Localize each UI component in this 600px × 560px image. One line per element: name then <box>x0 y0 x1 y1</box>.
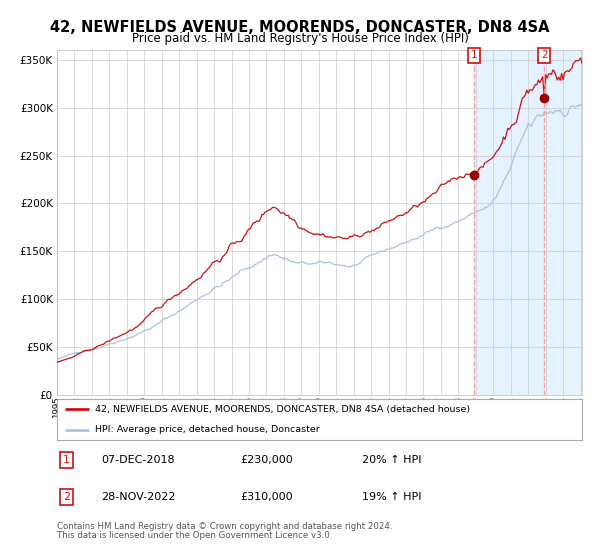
Text: 2: 2 <box>541 50 548 60</box>
Text: Contains HM Land Registry data © Crown copyright and database right 2024.: Contains HM Land Registry data © Crown c… <box>57 522 392 531</box>
Text: 2: 2 <box>63 492 70 502</box>
Text: 42, NEWFIELDS AVENUE, MOORENDS, DONCASTER, DN8 4SA (detached house): 42, NEWFIELDS AVENUE, MOORENDS, DONCASTE… <box>95 405 470 414</box>
Text: 20% ↑ HPI: 20% ↑ HPI <box>361 455 421 465</box>
Text: 19% ↑ HPI: 19% ↑ HPI <box>361 492 421 502</box>
Bar <box>475 50 582 395</box>
Text: 1: 1 <box>471 50 478 60</box>
Text: Price paid vs. HM Land Registry's House Price Index (HPI): Price paid vs. HM Land Registry's House … <box>131 32 469 45</box>
Text: This data is licensed under the Open Government Licence v3.0.: This data is licensed under the Open Gov… <box>57 531 332 540</box>
Text: 42, NEWFIELDS AVENUE, MOORENDS, DONCASTER, DN8 4SA: 42, NEWFIELDS AVENUE, MOORENDS, DONCASTE… <box>50 20 550 35</box>
Text: £230,000: £230,000 <box>241 455 293 465</box>
Text: £310,000: £310,000 <box>241 492 293 502</box>
Text: 1: 1 <box>63 455 70 465</box>
Text: HPI: Average price, detached house, Doncaster: HPI: Average price, detached house, Donc… <box>95 425 320 434</box>
Text: 07-DEC-2018: 07-DEC-2018 <box>101 455 175 465</box>
Text: 28-NOV-2022: 28-NOV-2022 <box>101 492 176 502</box>
